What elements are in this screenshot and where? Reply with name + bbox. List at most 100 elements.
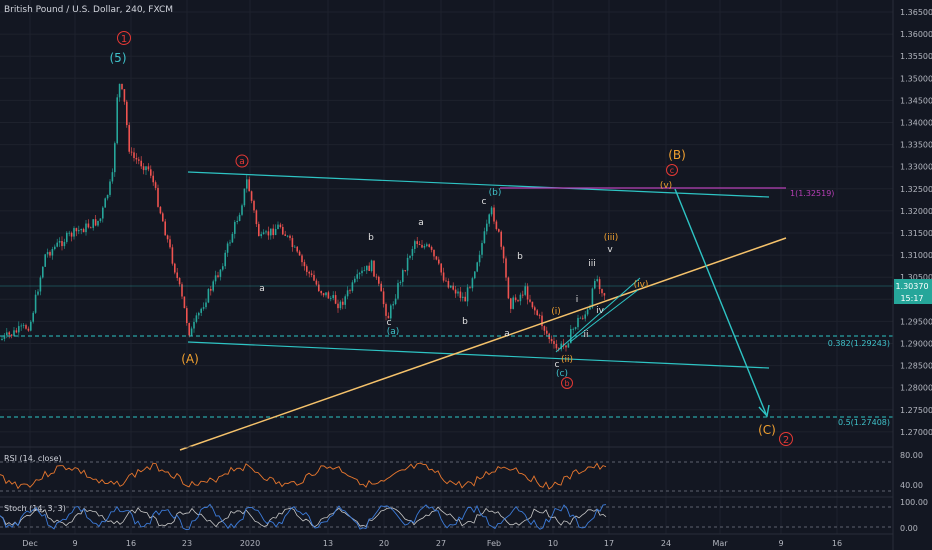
candle-body xyxy=(61,241,63,247)
sub-wave-a-1: a xyxy=(259,284,265,294)
candle-body xyxy=(140,160,142,167)
candle-body xyxy=(250,191,253,201)
candle-body xyxy=(20,325,22,327)
candle-body xyxy=(301,255,303,263)
candle-body xyxy=(15,330,18,333)
stoch-title: Stoch (14, 3, 3) xyxy=(4,504,66,513)
candle-body xyxy=(272,228,274,236)
candle-body xyxy=(493,207,495,222)
stoch-tick-100: 100.00 xyxy=(900,498,928,507)
candle-body xyxy=(181,284,183,297)
candle-body xyxy=(582,317,584,319)
candle-body xyxy=(258,224,260,237)
price-tick-label: 1.28500 xyxy=(900,362,932,371)
candle-body xyxy=(306,266,308,272)
candle-body xyxy=(426,244,428,246)
stoch-pane[interactable]: Stoch (14, 3, 3) 100.00 0.00 xyxy=(0,496,928,533)
candle-body xyxy=(594,281,596,289)
channel-upper-line[interactable] xyxy=(187,171,770,198)
candle-body xyxy=(157,187,159,207)
price-tick-label: 1.35500 xyxy=(900,52,932,61)
candle-body xyxy=(308,271,310,274)
candle-body xyxy=(488,214,490,224)
candle-body xyxy=(246,179,248,189)
trend-line[interactable] xyxy=(179,237,787,451)
projection-arrow-line[interactable] xyxy=(674,188,767,415)
rsi-title: RSI (14, close) xyxy=(4,454,62,463)
sub-wave-c-1: c xyxy=(387,318,392,328)
candle-body xyxy=(174,263,176,273)
candle-body xyxy=(601,289,603,294)
candle-body xyxy=(279,224,282,228)
symbol-title[interactable]: British Pound / U.S. Dollar, 240, FXCM xyxy=(4,5,173,15)
stoch-k-line xyxy=(0,503,607,530)
candle-body xyxy=(565,345,567,348)
candle-body xyxy=(495,221,498,230)
candle-body xyxy=(73,228,75,237)
channel-lower-line[interactable] xyxy=(187,341,770,369)
fib-0382-label: 0.382(1.29243) xyxy=(828,339,890,348)
time-tick-label: 2020 xyxy=(240,539,260,548)
candle-body xyxy=(253,200,255,211)
candle-body xyxy=(248,179,250,192)
wave-A-label: (A) xyxy=(181,352,199,366)
price-tick-label: 1.27500 xyxy=(900,406,932,415)
time-tick-label: 24 xyxy=(661,539,671,548)
candle-body xyxy=(291,238,294,248)
sub-wave-iv: iv xyxy=(596,306,605,316)
candle-body xyxy=(116,97,118,144)
price-axis[interactable]: 1.36500 1.36000 1.35500 1.35000 1.34500 1.340… xyxy=(892,0,932,550)
candle-body xyxy=(166,235,169,240)
candle-body xyxy=(133,152,135,158)
candle-body xyxy=(373,260,375,277)
candle-body xyxy=(399,281,402,284)
candle-body xyxy=(462,296,464,298)
candle-body xyxy=(318,284,320,292)
time-axis[interactable]: Dec 9 16 23 2020 13 20 27 Feb 10 17 24 Mar 9 16 xyxy=(0,533,893,548)
candle-body xyxy=(418,243,421,245)
candle-body xyxy=(54,246,56,250)
candle-body xyxy=(241,205,243,215)
candle-body xyxy=(555,343,558,349)
candle-body xyxy=(32,312,34,322)
candle-body xyxy=(392,304,394,306)
wedge-upper-line[interactable] xyxy=(555,277,641,353)
wave-labels: 1 (5) a (A) (B) c (v) (C) 2 (b) (a) (c) … xyxy=(110,31,793,446)
candle-body xyxy=(603,293,606,296)
candle-body xyxy=(123,89,126,102)
wedge-lower-line[interactable] xyxy=(569,289,639,343)
countdown-badge xyxy=(894,292,932,304)
price-tick-label: 1.35000 xyxy=(900,74,932,83)
candle-body xyxy=(282,227,284,235)
candle-body xyxy=(63,241,66,247)
candle-body xyxy=(442,272,445,281)
candle-body xyxy=(267,231,270,236)
wave-B-label: (B) xyxy=(668,148,686,162)
time-tick-label: 9 xyxy=(778,539,783,548)
candle-body xyxy=(102,207,104,219)
wave-a-circled-label: a xyxy=(239,157,245,167)
time-tick-label: 27 xyxy=(436,539,446,548)
candle-body xyxy=(121,83,123,90)
candle-body xyxy=(459,291,462,298)
candle-body xyxy=(322,293,325,296)
candle-body xyxy=(85,223,87,233)
price-tick-label: 1.31000 xyxy=(900,251,932,260)
time-tick-label: 10 xyxy=(548,539,558,548)
price-tick-label: 1.29000 xyxy=(900,340,932,349)
rsi-pane[interactable]: RSI (14, close) 80.00 40.00 xyxy=(0,446,923,492)
candle-body xyxy=(478,254,481,263)
candle-body xyxy=(330,298,332,299)
candle-body xyxy=(435,256,438,260)
price-tick-label: 1.31500 xyxy=(900,229,932,238)
candle-body xyxy=(87,223,90,228)
candle-body xyxy=(471,278,474,289)
candle-body xyxy=(414,241,416,249)
candle-body xyxy=(512,297,514,309)
candle-body xyxy=(68,232,70,234)
candle-body xyxy=(66,232,68,242)
candle-body xyxy=(397,283,399,299)
candle-body xyxy=(430,246,433,250)
